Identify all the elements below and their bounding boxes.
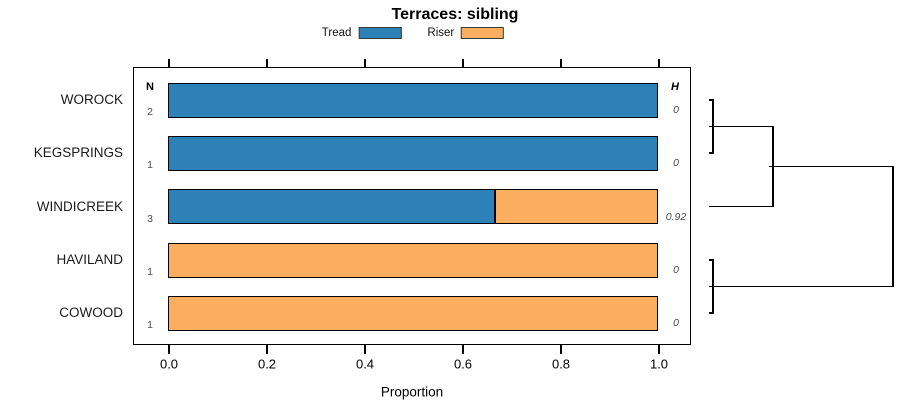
bar-segment-riser bbox=[168, 295, 658, 331]
dendrogram-segment bbox=[768, 165, 894, 168]
x-tick-bottom bbox=[266, 345, 268, 354]
bar-segment-riser bbox=[494, 189, 658, 224]
n-value: 1 bbox=[147, 319, 153, 331]
x-tick-bottom bbox=[560, 345, 562, 354]
row-label-kegsprings: KEGSPRINGS bbox=[33, 145, 123, 160]
n-value: 1 bbox=[147, 266, 153, 278]
x-tick-top bbox=[168, 59, 170, 67]
legend-label-riser: Riser bbox=[427, 27, 455, 39]
dendrogram-segment bbox=[709, 205, 774, 208]
dendrogram-segment bbox=[709, 152, 714, 154]
n-column-header: N bbox=[146, 81, 154, 93]
bar-segment-riser bbox=[168, 242, 658, 278]
tread-color-swatch bbox=[358, 27, 402, 39]
x-tick-bottom bbox=[168, 345, 170, 354]
dendrogram-segment bbox=[709, 312, 714, 314]
dendrogram-segment bbox=[709, 285, 894, 288]
x-tick-label: 1.0 bbox=[649, 356, 669, 372]
x-tick-label: 0.2 bbox=[257, 356, 277, 372]
row-label-cowood: COWOOD bbox=[59, 305, 123, 320]
dendrogram-segment bbox=[709, 259, 714, 261]
x-tick-top bbox=[364, 59, 366, 67]
chart-title: Terraces: sibling bbox=[391, 6, 519, 23]
n-value: 1 bbox=[147, 159, 153, 171]
row-label-worock: WOROCK bbox=[60, 92, 123, 107]
x-axis-label: Proportion bbox=[380, 384, 444, 400]
bar-segment-tread bbox=[168, 135, 658, 171]
bar-segment-tread bbox=[168, 189, 495, 224]
riser-color-swatch bbox=[461, 27, 505, 39]
x-tick-bottom bbox=[658, 345, 660, 354]
x-tick-top bbox=[462, 59, 464, 67]
row-label-haviland: HAVILAND bbox=[56, 252, 123, 267]
x-tick-label: 0.4 bbox=[355, 356, 375, 372]
h-value: 0 bbox=[673, 317, 679, 329]
legend-label-tread: Tread bbox=[321, 27, 352, 39]
h-column-header: H bbox=[671, 81, 679, 93]
x-tick-top bbox=[266, 59, 268, 67]
x-tick-bottom bbox=[462, 345, 464, 354]
n-value: 2 bbox=[147, 106, 153, 118]
dendrogram-segment bbox=[892, 165, 894, 288]
h-value: 0.92 bbox=[665, 210, 687, 223]
h-value: 0 bbox=[673, 104, 679, 116]
x-tick-top bbox=[560, 59, 562, 67]
x-tick-label: 0.0 bbox=[159, 356, 179, 372]
row-label-windicreek: WINDICREEK bbox=[36, 198, 123, 214]
bar-segment-tread bbox=[168, 82, 658, 118]
x-tick-label: 0.6 bbox=[453, 356, 473, 372]
legend-item-tread: Tread bbox=[322, 27, 402, 39]
x-tick-bottom bbox=[364, 345, 366, 354]
dendrogram-segment bbox=[709, 125, 774, 128]
legend: Tread Riser bbox=[322, 27, 505, 39]
n-value: 3 bbox=[147, 212, 153, 225]
x-tick-top bbox=[658, 59, 660, 67]
h-value: 0 bbox=[673, 157, 679, 169]
dendrogram-segment bbox=[709, 99, 714, 101]
x-tick-label: 0.8 bbox=[551, 356, 571, 372]
h-value: 0 bbox=[673, 264, 679, 276]
legend-item-riser: Riser bbox=[427, 27, 505, 39]
